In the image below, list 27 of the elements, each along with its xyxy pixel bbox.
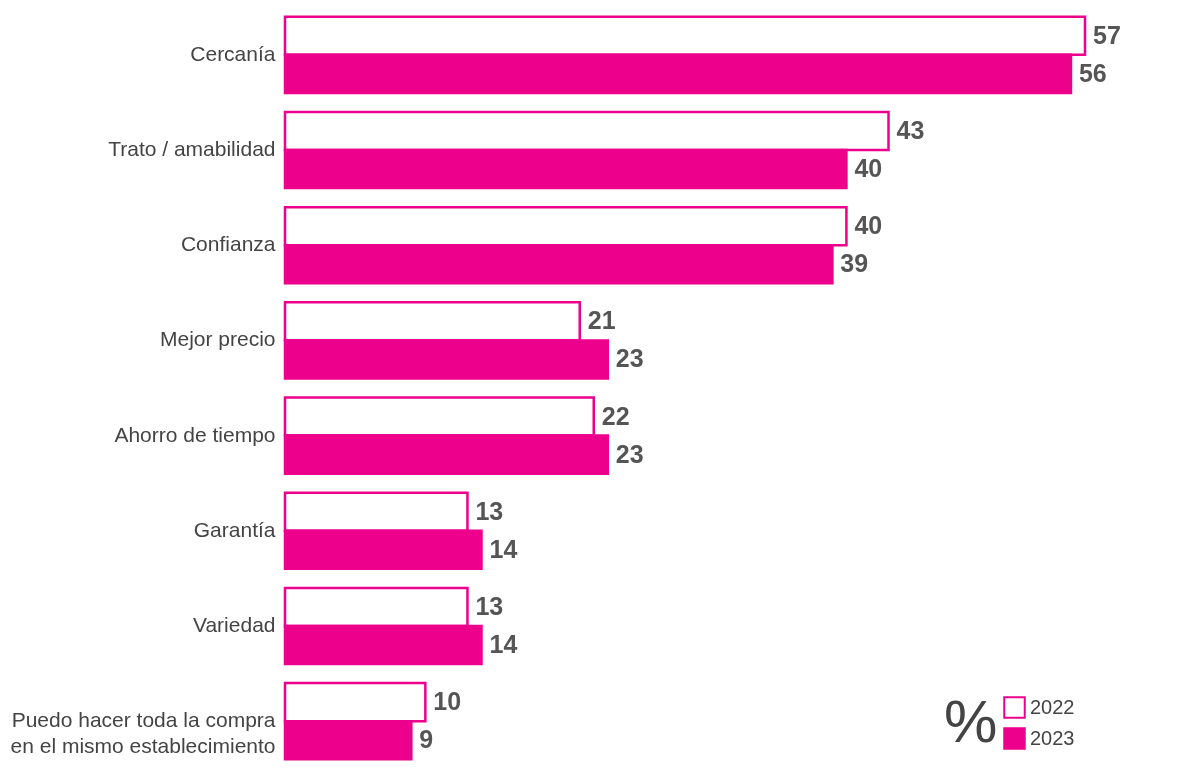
data-label: 10 [433,687,462,716]
legend-label: 2022 [1030,695,1075,718]
y-tick-label: Variedad [192,612,276,636]
data-label: 56 [1078,58,1107,87]
data-label: 13 [475,591,504,620]
data-label: 39 [840,249,869,278]
data-label: 14 [489,534,518,563]
data-label: 43 [896,115,925,144]
y-tick-label: Ahorro de tiempo [114,422,276,446]
legend-label: 2023 [1030,726,1075,749]
data-label: 23 [615,439,644,468]
data-label: 23 [615,344,644,373]
legend-title: % [944,688,998,755]
y-tick-label: Trato / amabilidad [108,137,276,161]
data-label: 21 [587,306,616,335]
data-label: 13 [475,496,504,525]
data-label: 40 [854,211,883,240]
y-tick-label: Mejor precio [159,327,276,351]
y-tick-label: Puedo hacer toda la compra en el mismo establecimiento [10,708,276,758]
data-label: 22 [601,401,630,430]
data-label: 9 [419,725,434,754]
data-label: 57 [1093,20,1121,49]
y-tick-label: Garantía [193,517,276,541]
y-tick-label: Cercanía [190,41,276,65]
y-tick-label: Confianza [180,232,276,256]
data-label: 40 [854,154,883,183]
data-label: 14 [489,630,518,659]
